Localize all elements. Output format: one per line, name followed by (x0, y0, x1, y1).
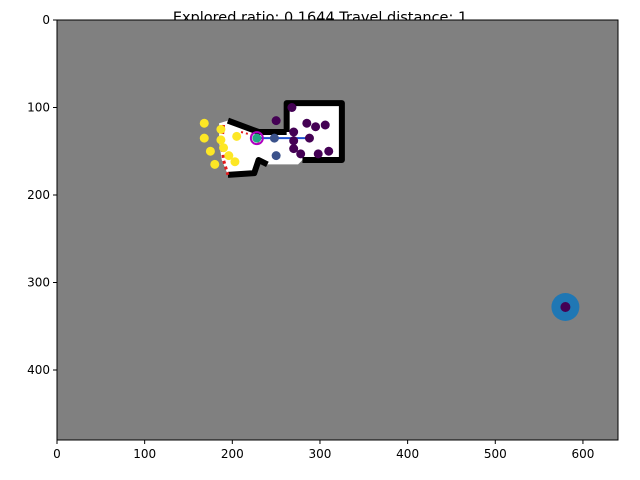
x-tick-label-400: 400 (396, 447, 419, 461)
obstacle-wall-1 (227, 157, 269, 178)
y-tick-label-100: 100 (27, 101, 50, 115)
x-tick-label-0: 0 (53, 447, 61, 461)
x-tick-label-500: 500 (484, 447, 507, 461)
plot-area (57, 20, 618, 440)
frontier-point-5 (205, 146, 215, 156)
unknown-area (57, 20, 618, 440)
frontier-point-24 (271, 151, 281, 161)
frontier-point-22 (313, 149, 323, 159)
y-tick-label-300: 300 (27, 276, 50, 290)
frontier-point-17 (289, 127, 299, 137)
frontier-point-12 (287, 103, 297, 112)
frontier-point-0 (199, 118, 209, 128)
axes-frame (56, 19, 619, 441)
frontier-point-3 (199, 133, 209, 143)
x-tick-label-300: 300 (309, 447, 332, 461)
frontier-point-10 (252, 133, 262, 143)
axes: 0 100 200 300 400 500 600 0 100 200 300 400 (27, 13, 619, 461)
frontier-point-14 (302, 118, 312, 128)
robot-marker (249, 131, 264, 146)
x-tick-label-200: 200 (221, 447, 244, 461)
frontier-point-4 (216, 135, 226, 145)
x-tick-label-600: 600 (571, 447, 594, 461)
frontier-point-2 (232, 131, 242, 141)
y-tick-label-200: 200 (27, 188, 50, 202)
goal-inner-marker (560, 302, 571, 312)
frontier-point-1 (216, 124, 226, 134)
frontier-point-23 (324, 146, 334, 156)
frontier-point-13 (271, 116, 281, 126)
y-tick-label-400: 400 (27, 363, 50, 377)
frontier-point-7 (224, 151, 234, 161)
x-tick-label-100: 100 (133, 447, 156, 461)
frontier-point-19 (304, 133, 314, 143)
frontier-point-21 (296, 149, 306, 159)
frontier-point-9 (210, 159, 220, 169)
frontier-point-8 (230, 157, 240, 167)
frontier-point-15 (311, 122, 321, 132)
frontier-point-20 (289, 144, 299, 154)
frontier-point-6 (219, 143, 229, 153)
frontier-point-18 (289, 136, 299, 146)
frontier-point-16 (320, 120, 330, 130)
y-tick-label-0: 0 (42, 13, 50, 27)
frontier-point-11 (269, 133, 279, 143)
obstacle-wall-0 (283, 100, 345, 163)
